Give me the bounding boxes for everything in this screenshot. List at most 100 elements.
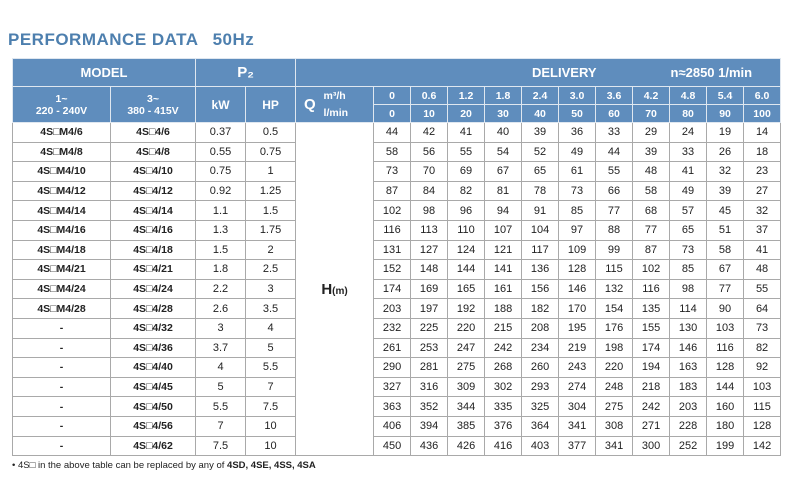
flow-lmin: 0: [373, 104, 412, 123]
head-value: 116: [373, 219, 412, 241]
head-value: 55: [595, 161, 634, 182]
kw-value: 1.5: [195, 239, 247, 261]
head-value: 103: [706, 317, 745, 339]
hp-value: 10: [245, 415, 297, 437]
model-single-phase: -: [12, 415, 111, 437]
data-row: 4S□M4/10 4S□4/10 0.75 1 73 70 69 67 65 61 55 48 41 32…: [12, 161, 782, 182]
head-value: 170: [558, 298, 597, 319]
data-row: -4S□4/45 5 7 327 316 309 302 293 274 248 218 183 144…: [12, 376, 782, 398]
footnote-text: • 4S□ in the above table can be replaced…: [12, 460, 228, 471]
head-value: 174: [373, 278, 412, 300]
head-value: 169: [410, 278, 449, 300]
single-phase-header: 1~ 220 - 240V: [12, 86, 111, 123]
head-value: 37: [743, 219, 782, 241]
head-value: 271: [632, 415, 671, 437]
delivery-label: DELIVERY: [532, 65, 597, 80]
head-value: 51: [706, 219, 745, 241]
head-value: 220: [595, 357, 634, 378]
head-value: 45: [706, 200, 745, 221]
model-three-phase: 4S□4/56: [109, 415, 197, 437]
head-value: 91: [521, 200, 560, 221]
head-value: 32: [743, 200, 782, 221]
model-single-phase: -: [12, 376, 111, 398]
head-value: 65: [521, 161, 560, 182]
head-value: 219: [558, 337, 597, 359]
kw-value: 3: [195, 317, 247, 339]
head-value: 68: [632, 200, 671, 221]
head-value: 107: [484, 219, 523, 241]
head-value: 234: [521, 337, 560, 359]
kw-value: 0.55: [195, 141, 247, 163]
model-single-phase: 4S□M4/21: [12, 259, 111, 280]
header-row: l/min 0 10 20 30 40 50 60 70 80 90 100: [13, 104, 782, 123]
head-value: 39: [706, 180, 745, 202]
model-three-phase: 4S□4/8: [109, 141, 197, 163]
flow-m3h: 1.8: [484, 86, 523, 105]
flow-lmin: 10: [410, 104, 449, 123]
head-value: 131: [373, 239, 412, 261]
head-value: 81: [484, 180, 523, 202]
head-value: 78: [521, 180, 560, 202]
data-row: 4S□M4/8 4S□4/8 0.55 0.75 58 56 55 54 52 49 44 39 33 2…: [12, 141, 782, 163]
head-value: 247: [447, 337, 486, 359]
head-value: 67: [484, 161, 523, 182]
head-unit: (m): [332, 285, 348, 297]
head-value: 41: [743, 239, 782, 261]
head-value: 55: [743, 278, 782, 300]
data-row: 4S□M4/16 4S□4/16 1.3 1.75 116 113 110 107 104 97 8…: [12, 219, 782, 241]
unit-lmin: l/min: [323, 104, 375, 123]
head-value: 18: [743, 141, 782, 163]
head-value: 97: [558, 219, 597, 241]
head-value: 27: [743, 180, 782, 202]
kw-header: kW: [195, 86, 247, 123]
model-three-phase: 4S□4/14: [109, 200, 197, 221]
head-value: 406: [373, 415, 412, 437]
head-value: 23: [743, 161, 782, 182]
head-value: 325: [521, 396, 560, 417]
data-row: 4S□M4/24 4S□4/24 2.2 3 174 169 165 161 156 146 132…: [12, 278, 782, 300]
phase: 3~: [147, 92, 159, 105]
head-value: 364: [521, 415, 560, 437]
head-value: 450: [373, 435, 412, 457]
flow-m3h: 6.0: [743, 86, 782, 105]
head-value: 215: [484, 317, 523, 339]
head-value: 161: [484, 278, 523, 300]
performance-table: MODEL P₂ DELIVERY n≈2850 1/min 1~ 220 - 24…: [11, 58, 782, 457]
hp-header: HP: [245, 86, 297, 123]
data-row: 4S□M4/14 4S□4/14 1.1 1.5 102 98 96 94 91 85 77 68 57…: [12, 200, 782, 221]
delivery-header: DELIVERY n≈2850 1/min: [295, 58, 782, 87]
head-value: 114: [669, 298, 708, 319]
head-value: 61: [558, 161, 597, 182]
head-value: 99: [595, 239, 634, 261]
unit-m3h: m³/h: [323, 86, 375, 105]
head-value: 87: [632, 239, 671, 261]
flow-lmin: 80: [669, 104, 708, 123]
kw-value: 7.5: [195, 435, 247, 457]
kw-value: 2.6: [195, 298, 247, 319]
header-row: MODEL P₂ DELIVERY n≈2850 1/min: [11, 58, 782, 87]
flow-lmin: 40: [521, 104, 560, 123]
head-value: 116: [706, 337, 745, 359]
head-value: 194: [632, 357, 671, 378]
head-value: 281: [410, 357, 449, 378]
head-value: 109: [558, 239, 597, 261]
head-value: 218: [632, 376, 671, 398]
head-value: 304: [558, 396, 597, 417]
head-value: 176: [595, 317, 634, 339]
head-value: 180: [706, 415, 745, 437]
flow-m3h: 1.2: [447, 86, 486, 105]
hp-value: 1: [245, 161, 297, 182]
head-value: 58: [632, 180, 671, 202]
head-value: 84: [410, 180, 449, 202]
head-value: 54: [484, 141, 523, 163]
hp-value: 5: [245, 337, 297, 359]
head-value: 69: [447, 161, 486, 182]
model-single-phase: 4S□M4/6: [12, 122, 111, 143]
model-three-phase: 4S□4/28: [109, 298, 197, 319]
flow-lmin: 90: [706, 104, 745, 123]
head-value: 121: [484, 239, 523, 261]
model-three-phase: 4S□4/21: [109, 259, 197, 280]
head-value: 302: [484, 376, 523, 398]
head-value: 102: [632, 259, 671, 280]
head-value: 300: [632, 435, 671, 457]
